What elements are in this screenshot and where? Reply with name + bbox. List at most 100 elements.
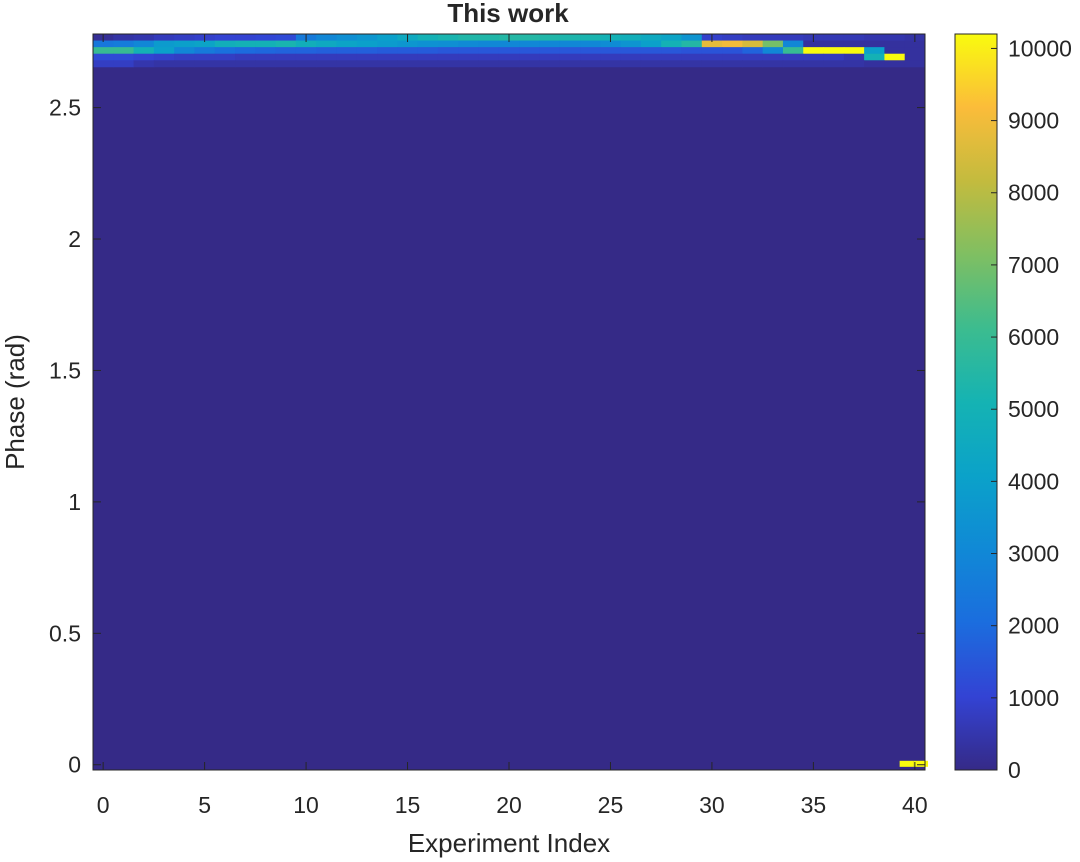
heatmap-cell bbox=[742, 40, 764, 48]
heatmap-cell bbox=[417, 40, 439, 48]
heatmap-cell bbox=[519, 34, 540, 41]
heatmap-cell bbox=[133, 47, 155, 55]
heatmap-cell bbox=[864, 53, 885, 61]
heatmap-cell bbox=[336, 34, 358, 41]
heatmap-cell bbox=[275, 60, 297, 68]
heatmap-cell bbox=[417, 53, 439, 61]
heatmap-cell bbox=[336, 47, 358, 55]
heatmap-cell bbox=[620, 34, 642, 41]
heatmap-cell bbox=[762, 40, 784, 48]
heatmap-cell bbox=[803, 40, 824, 48]
heatmap-cell bbox=[377, 60, 398, 68]
heatmap-cell bbox=[316, 60, 337, 68]
heatmap-cell bbox=[377, 34, 398, 41]
heatmap-cell bbox=[174, 34, 195, 41]
heatmap-cell bbox=[539, 34, 561, 41]
heatmap-cell bbox=[701, 47, 723, 55]
heatmap-cell bbox=[356, 60, 378, 68]
heatmap-cell bbox=[498, 60, 520, 68]
heatmap-cell bbox=[133, 53, 155, 61]
heatmap-cell bbox=[620, 60, 642, 68]
heatmap-cell bbox=[336, 60, 358, 68]
heatmap-cell bbox=[377, 47, 398, 55]
heatmap-cell bbox=[580, 40, 601, 48]
heatmap-cell bbox=[153, 53, 175, 61]
heatmap-cell bbox=[559, 34, 581, 41]
heatmap-cell bbox=[620, 47, 642, 55]
heatmap-cell bbox=[782, 53, 804, 61]
heatmap-cell bbox=[153, 60, 175, 68]
heatmap-cell bbox=[661, 53, 682, 61]
heatmap-cell bbox=[316, 53, 337, 61]
heatmap-cell bbox=[275, 34, 297, 41]
heatmap-cell bbox=[782, 40, 804, 48]
heatmap-cell bbox=[661, 34, 682, 41]
heatmap-cell bbox=[458, 53, 479, 61]
heatmap-cell bbox=[559, 40, 581, 48]
heatmap-cell bbox=[762, 60, 784, 68]
x-axis-ticks: 0 5 10 15 20 25 30 35 40 bbox=[97, 34, 928, 818]
heatmap-cell bbox=[336, 53, 358, 61]
heatmap-cell bbox=[458, 34, 479, 41]
heatmap-cell bbox=[843, 40, 865, 48]
heatmap-cell bbox=[620, 40, 642, 48]
heatmap-cell bbox=[214, 60, 236, 68]
heatmap-cell bbox=[519, 60, 540, 68]
heatmap-cell bbox=[113, 34, 134, 41]
heatmap-cell bbox=[437, 47, 459, 55]
heatmap-cell bbox=[275, 47, 297, 55]
heatmap-cell bbox=[904, 60, 926, 68]
heatmap-cell bbox=[600, 53, 622, 61]
heatmap-cell bbox=[519, 47, 540, 55]
heatmap-cell bbox=[214, 40, 236, 48]
heatmap-cell bbox=[255, 34, 277, 41]
heatmap-cell bbox=[295, 47, 317, 55]
heatmap-cell bbox=[762, 47, 784, 55]
heatmap-cell bbox=[255, 53, 277, 61]
heatmap-cell bbox=[133, 40, 155, 48]
heatmap-cell bbox=[539, 53, 561, 61]
x-tick-label: 25 bbox=[598, 792, 624, 818]
heatmap-cell bbox=[904, 53, 926, 61]
x-tick-label: 10 bbox=[293, 792, 319, 818]
heatmap-cell bbox=[803, 53, 824, 61]
heatmap-cell bbox=[336, 40, 358, 48]
heatmap-cell bbox=[899, 760, 914, 767]
heatmap-cell bbox=[316, 40, 337, 48]
heatmap-cell bbox=[823, 47, 845, 55]
heatmap-cell bbox=[803, 60, 824, 68]
heatmap-cell bbox=[620, 53, 642, 61]
heatmap-cell bbox=[275, 40, 297, 48]
heatmap-cell bbox=[884, 47, 906, 55]
heatmap-cell bbox=[864, 47, 885, 55]
heatmap-cell bbox=[681, 34, 703, 41]
heatmap-cell bbox=[377, 40, 398, 48]
colorbar-tick-label: 2000 bbox=[1008, 613, 1059, 639]
x-tick-label: 15 bbox=[395, 792, 421, 818]
heatmap-cell bbox=[498, 53, 520, 61]
heatmap-cell bbox=[113, 53, 134, 61]
heatmap-cell bbox=[823, 53, 845, 61]
heatmap-cell bbox=[722, 40, 743, 48]
heatmap-cell bbox=[640, 53, 662, 61]
heatmap-cell bbox=[316, 34, 337, 41]
heatmap-cell bbox=[397, 53, 419, 61]
heatmap-cell bbox=[153, 34, 175, 41]
heatmap-cell bbox=[255, 60, 277, 68]
heatmap-cell bbox=[478, 34, 500, 41]
heatmap-cell bbox=[580, 53, 601, 61]
heatmap-cell bbox=[559, 60, 581, 68]
heatmap-cell bbox=[681, 40, 703, 48]
heatmap-cell bbox=[701, 60, 723, 68]
colorbar bbox=[954, 33, 998, 771]
heatmap-cell bbox=[782, 34, 804, 41]
heatmap-cell bbox=[782, 60, 804, 68]
colorbar-tick-label: 3000 bbox=[1008, 541, 1059, 567]
heatmap-cell bbox=[133, 60, 155, 68]
heatmap-cell bbox=[539, 60, 561, 68]
heatmap-cell bbox=[782, 47, 804, 55]
heatmap-cell bbox=[498, 40, 520, 48]
y-axis-label: Phase (rad) bbox=[0, 334, 30, 470]
heatmap-cell bbox=[397, 40, 419, 48]
